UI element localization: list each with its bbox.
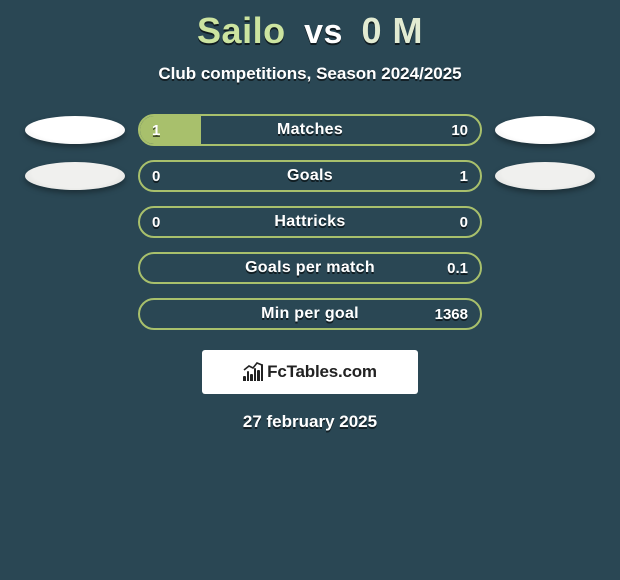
bar-fill-left [140, 116, 201, 144]
stat-bar: Goals per match 0.1 [138, 252, 482, 284]
chart-icon [243, 363, 263, 381]
source-logo[interactable]: FcTables.com [202, 350, 418, 394]
stat-label: Min per goal [140, 300, 480, 328]
badge-slot-right [494, 160, 596, 192]
stat-row: Goals per match 0.1 [0, 252, 620, 284]
stat-right-value: 1 [460, 162, 468, 190]
stat-right-value: 10 [451, 116, 468, 144]
team-badge-right-alt [495, 162, 595, 190]
stat-label: Goals [140, 162, 480, 190]
vs-label: vs [304, 13, 343, 51]
stat-right-value: 0 [460, 208, 468, 236]
badge-slot-right [494, 114, 596, 146]
badge-slot-left [24, 298, 126, 330]
logo-text: FcTables.com [267, 362, 377, 382]
badge-slot-right [494, 206, 596, 238]
team-badge-right [495, 116, 595, 144]
stat-left-value: 0 [152, 208, 160, 236]
stat-bar: 0 Goals 1 [138, 160, 482, 192]
stat-row: 0 Hattricks 0 [0, 206, 620, 238]
badge-slot-left [24, 160, 126, 192]
stat-bar: 0 Hattricks 0 [138, 206, 482, 238]
stat-bar: 1 Matches 10 [138, 114, 482, 146]
stat-left-value: 0 [152, 162, 160, 190]
team-badge-left [25, 116, 125, 144]
player1-name: Sailo [197, 10, 286, 51]
date-label: 27 february 2025 [0, 412, 620, 432]
badge-slot-right [494, 298, 596, 330]
badge-slot-right [494, 252, 596, 284]
badge-slot-left [24, 114, 126, 146]
stat-row: 0 Goals 1 [0, 160, 620, 192]
badge-slot-left [24, 206, 126, 238]
comparison-table: 1 Matches 10 0 Goals 1 0 Hattricks [0, 114, 620, 330]
stat-row: 1 Matches 10 [0, 114, 620, 146]
page-title: Sailo vs 0 M [0, 0, 620, 52]
stat-right-value: 0.1 [447, 254, 468, 282]
stat-label: Goals per match [140, 254, 480, 282]
stat-right-value: 1368 [435, 300, 468, 328]
badge-slot-left [24, 252, 126, 284]
team-badge-left-alt [25, 162, 125, 190]
stat-bar: Min per goal 1368 [138, 298, 482, 330]
subtitle: Club competitions, Season 2024/2025 [0, 64, 620, 84]
player2-name: 0 M [361, 10, 423, 51]
stat-label: Hattricks [140, 208, 480, 236]
stat-row: Min per goal 1368 [0, 298, 620, 330]
